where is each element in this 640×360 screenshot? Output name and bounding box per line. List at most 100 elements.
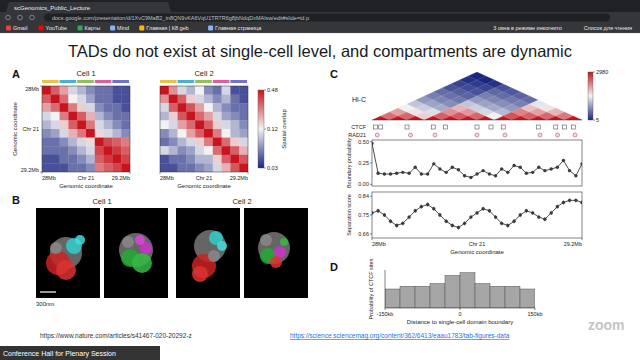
source-link[interactable]: https://www.nature.com/articles/s41467-0… [40,332,192,340]
point [475,172,478,175]
ctcf-site [405,125,409,129]
blob [75,235,85,245]
heatmap-cell [169,103,178,112]
heatmap-cell [86,129,95,138]
nav-button[interactable] [18,15,23,20]
colorbar-tick [264,168,266,169]
heatmap-cell [204,155,213,164]
heatmap-cell [77,163,86,172]
point [543,169,546,172]
ctcf-site [374,125,378,129]
heatmap-cell [60,155,69,164]
heatmap-cell [195,155,204,164]
heatmap-cell [204,112,213,121]
rad21-site [538,133,542,137]
y-axis [385,270,386,308]
x-tick-label: 28Mb [160,175,174,181]
ctcf-site [431,125,435,129]
point [407,215,410,218]
point [488,209,491,212]
x-tick [535,308,536,310]
point [432,207,435,210]
rad21-site [556,133,560,137]
tab-title[interactable]: scGenomics_Public_Lecture [14,5,91,11]
bookmark[interactable]: 3 окна в режиме инкогнито [493,25,562,31]
bookmark[interactable]: YouTube [46,25,68,31]
heatmap-cell [104,95,113,104]
heatmap-cell [112,103,121,112]
heatmap-frame [42,86,130,172]
heatmap-title: Cell 2 [194,69,213,78]
heatmap-cell [565,116,583,120]
domain-segment [112,80,129,83]
heatmap-cell [42,146,51,155]
point [420,172,423,175]
heatmap-cell [230,112,239,121]
y-tick [40,86,42,87]
heatmap-cell [121,86,130,95]
heatmap-cell [121,146,130,155]
point [372,142,374,145]
heatmap-cell [77,112,86,121]
heatmap-cell [77,103,86,112]
point [451,224,454,227]
colorbar-tick [264,129,266,130]
bookmark[interactable]: Gmail [13,25,27,31]
tab[interactable] [6,2,171,12]
rad21-site [475,133,479,137]
point [562,201,565,204]
nav-button[interactable] [30,15,35,20]
heatmap-cell [104,129,113,138]
point [550,211,553,214]
heatmap-cell [160,95,169,104]
bookmark[interactable]: Главная страница [215,25,262,31]
colorbar [588,72,593,120]
heatmap-cell [160,155,169,164]
point [568,199,571,202]
y-tick-label: 29.2Mb [21,167,39,173]
point [512,164,515,167]
rad21-site [573,133,577,137]
colorbar-tick-label: 0.12 [267,126,278,132]
x-tick [248,172,249,174]
source-link[interactable]: https://science.sciencemag.org/content/3… [290,332,510,340]
bookmark[interactable]: Карты [85,25,101,31]
url[interactable]: docs.google.com/presentation/d/1XvC9MaB2… [52,15,309,21]
heatmap-cell [42,129,51,138]
blob [217,241,227,251]
point [550,167,553,170]
heatmap-cell [86,163,95,172]
x-tick [160,172,161,174]
plot-frame [372,192,582,238]
colorbar-tick-label: 2980 [596,69,608,75]
point [481,169,484,172]
heatmap-cell [160,163,169,172]
heatmap-cell [86,95,95,104]
divider [0,33,640,34]
heatmap-cell [204,146,213,155]
point [506,224,509,227]
bookmark[interactable]: Главная | К8 geb [146,25,188,31]
bookmark-icon [6,26,11,31]
heatmap-cell [95,86,104,95]
heatmap-cell [239,86,248,95]
blob [132,253,152,273]
address-bar[interactable] [44,14,610,22]
bookmark[interactable]: Список для чтения [584,25,632,31]
heatmap-cell [213,86,222,95]
bookmark-icon [39,26,44,31]
heatmap-title: Hi-C [352,96,366,103]
x-tick [42,172,43,174]
participant-label: Conference Hall for Plenary Session [3,350,116,358]
heatmap-cell [60,103,69,112]
nav-button[interactable] [6,15,11,20]
heatmap-cell [195,120,204,129]
x-label: Genomic coordinate [450,249,504,255]
heatmap-cell [195,163,204,172]
heatmap-cell [60,86,69,95]
cell-label: Cell 1 [92,197,111,206]
heatmap-cell [213,155,222,164]
heatmap-cell [51,95,60,104]
bookmark[interactable]: Mind [117,25,129,31]
y-tick-label: 0.25 [358,160,369,166]
